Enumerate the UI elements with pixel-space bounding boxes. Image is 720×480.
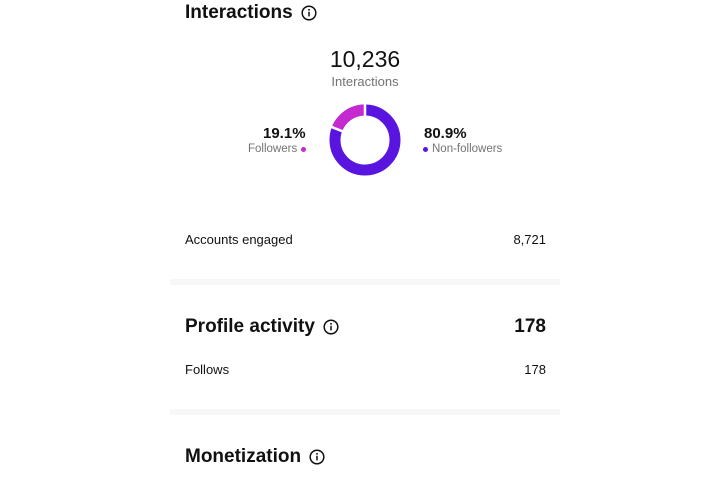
profile-activity-header: Profile activity <box>185 316 339 338</box>
accounts-engaged-label: Accounts engaged <box>185 232 293 247</box>
info-icon[interactable] <box>309 449 325 465</box>
donut-followers-arc <box>331 104 366 132</box>
accounts-engaged-value: 8,721 <box>513 232 546 247</box>
follows-value: 178 <box>524 362 546 377</box>
interactions-header: Interactions <box>185 2 317 24</box>
followers-label: Followers <box>248 143 298 155</box>
followers-dot <box>301 146 307 152</box>
followers-percent: 19.1% <box>263 125 306 142</box>
non-followers-legend: Non-followers <box>423 143 502 155</box>
section-divider <box>170 409 560 415</box>
accounts-engaged-row[interactable]: Accounts engaged 8,721 <box>185 232 546 247</box>
info-icon[interactable] <box>323 319 339 335</box>
interactions-total: 10,236 <box>329 46 401 72</box>
followers-legend: Followers <box>248 143 307 155</box>
monetization-title: Monetization <box>185 446 302 467</box>
non-followers-label: Non-followers <box>432 143 503 155</box>
donut-separator <box>330 125 345 133</box>
follows-row[interactable]: Follows 178 <box>185 362 546 377</box>
follows-label: Follows <box>185 362 230 377</box>
profile-activity-title: Profile activity <box>185 316 315 337</box>
non-followers-dot <box>423 146 428 152</box>
section-divider <box>170 279 560 285</box>
monetization-header: Monetization <box>185 446 325 468</box>
interactions-donut-chart <box>329 104 401 176</box>
profile-activity-value: 178 <box>514 316 546 337</box>
non-followers-percent: 80.9% <box>424 125 467 142</box>
interactions-total-label: Interactions <box>331 74 399 89</box>
info-icon[interactable] <box>301 5 317 21</box>
interactions-title: Interactions <box>185 2 293 23</box>
